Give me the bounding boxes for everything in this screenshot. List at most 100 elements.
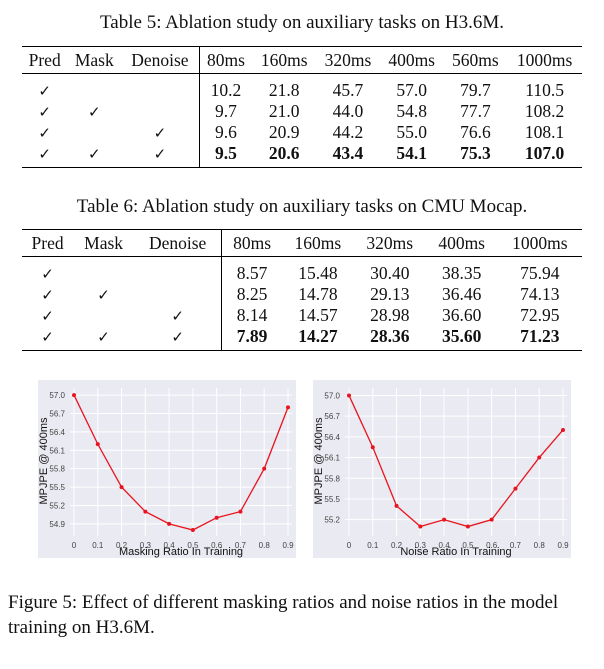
table-cell: 15.48 (298, 263, 338, 283)
x-tick-label: 0.1 (367, 541, 379, 550)
table-row: ✓ ✓ 8.14 14.57 28.98 36.60 72.95 (22, 305, 582, 326)
header-80ms: 80ms (198, 46, 253, 74)
y-tick-label: 55.5 (49, 483, 65, 492)
table-cell: 76.6 (460, 122, 491, 142)
table5-caption-text: Ablation study on auxiliary tasks on H3.… (165, 12, 504, 33)
table-cell: 38.35 (441, 263, 482, 283)
table-cell: 36.46 (441, 284, 482, 304)
mask-check: ✓ (88, 102, 101, 121)
header-400ms: 400ms (388, 49, 435, 70)
table-cell: 14.57 (298, 305, 338, 325)
mask-check (73, 257, 134, 285)
table-row: ✓ 10.2 21.8 45.7 57.0 79.7 110.5 (22, 73, 582, 102)
table-cell: 43.4 (332, 143, 364, 163)
table-row: ✓ ✓ 9.7 21.0 44.0 54.8 77.7 108.2 (22, 101, 582, 122)
header-320ms: 320ms (366, 232, 414, 253)
data-point (465, 524, 470, 529)
table-cell: 108.2 (524, 101, 565, 121)
x-tick-label: 0.9 (282, 541, 294, 550)
table-cell: 28.98 (370, 305, 410, 325)
data-point (537, 455, 542, 460)
denoise-check (121, 74, 199, 102)
x-tick-label: 0.1 (92, 541, 104, 550)
header-mask: Mask (84, 232, 124, 253)
table-cell: 20.6 (268, 143, 300, 163)
table-cell: 54.8 (396, 101, 427, 121)
mask-check (67, 122, 121, 143)
data-point (489, 517, 494, 522)
header-pred: Pred (31, 232, 64, 253)
table-row: ✓ ✓ 8.25 14.78 29.13 36.46 74.13 (22, 284, 582, 305)
y-tick-label: 56.4 (49, 428, 65, 437)
denoise-check (134, 284, 222, 305)
table-cell: 9.5 (198, 143, 253, 168)
y-tick-label: 56.1 (49, 446, 65, 455)
table-cell: 10.2 (198, 73, 253, 101)
table-cell: 107.0 (524, 143, 565, 163)
pred-check: ✓ (38, 123, 51, 142)
y-tick-label: 55.8 (324, 474, 340, 483)
header-pred: Pred (28, 49, 61, 70)
table-cell: 79.7 (460, 80, 491, 100)
table-cell: 8.25 (221, 284, 282, 305)
table-cell: 75.94 (520, 263, 560, 283)
table-cell: 44.2 (332, 122, 364, 142)
table-cell: 21.0 (268, 101, 300, 121)
data-point (347, 393, 351, 398)
header-denoise: Denoise (148, 232, 207, 253)
header-1000ms: 1000ms (512, 232, 568, 253)
denoise-check: ✓ (153, 144, 167, 163)
x-tick-label: 0 (347, 541, 352, 550)
noise-ratio-chart: 55.2 55.5 55.8 56.1 56.4 56.7 57.0 0 0.1 0.2 0.3 0.… (313, 388, 569, 558)
table-cell: 55.0 (396, 122, 427, 142)
figure5-caption-text: Effect of different masking ratios and n… (8, 592, 559, 638)
pred-check: ✓ (41, 306, 54, 325)
table-cell: 110.5 (525, 80, 564, 100)
table6-caption-label: Table 6: (76, 196, 139, 217)
y-tick-label: 56.7 (49, 409, 65, 418)
y-tick-label: 55.5 (324, 495, 340, 504)
denoise-check (121, 101, 199, 122)
table-cell: 9.7 (198, 101, 253, 122)
pred-check: ✓ (38, 102, 51, 121)
x-tick-label: 0.8 (534, 541, 546, 550)
table5-caption: Table 5: Ablation study on auxiliary tas… (0, 12, 604, 34)
table-cell: 7.89 (221, 326, 282, 351)
table5: Pred Mask Denoise 80ms 160ms 320ms 400ms 560ms 1… (22, 46, 582, 168)
data-point (262, 466, 267, 471)
table-row: ✓ 8.57 15.48 30.40 38.35 75.94 (22, 256, 582, 285)
table-cell: 21.8 (268, 80, 300, 100)
table-cell: 44.0 (332, 101, 364, 121)
pred-check: ✓ (38, 144, 51, 163)
x-tick-label: 0.2 (391, 541, 403, 550)
x-tick-label: 0.6 (211, 541, 223, 550)
data-point (394, 503, 399, 508)
header-1000ms: 1000ms (516, 49, 573, 70)
x-tick-label: 0.7 (235, 541, 247, 550)
denoise-check: ✓ (171, 327, 184, 346)
header-denoise: Denoise (131, 49, 189, 70)
header-560ms: 560ms (452, 49, 499, 70)
figure5-caption-label: Figure 5: (8, 592, 78, 613)
y-tick-label: 56.7 (324, 412, 340, 421)
table-cell: 20.9 (268, 122, 300, 142)
table-cell: 9.6 (198, 122, 253, 143)
header-400ms: 400ms (438, 232, 485, 253)
x-tick-label: 0.9 (557, 541, 569, 550)
y-tick-label: 54.9 (49, 520, 65, 529)
x-tick-label: 0.6 (486, 541, 498, 550)
table-cell: 108.1 (524, 122, 565, 142)
table-cell: 8.14 (221, 305, 282, 326)
table-cell: 71.23 (520, 326, 560, 346)
table-cell: 30.40 (370, 263, 410, 283)
table6-caption-text: Ablation study on auxiliary tasks on CMU… (141, 196, 528, 217)
table-cell: 45.7 (332, 80, 364, 100)
data-point (143, 509, 148, 514)
mask-check (67, 74, 121, 102)
y-axis-label: MPJPE @ 400ms (313, 417, 325, 504)
data-point (370, 445, 375, 450)
table-cell: 72.95 (520, 305, 560, 325)
x-axis-label: Masking Ratio In Training (119, 546, 243, 558)
pred-check: ✓ (41, 264, 54, 283)
data-point (214, 515, 219, 520)
